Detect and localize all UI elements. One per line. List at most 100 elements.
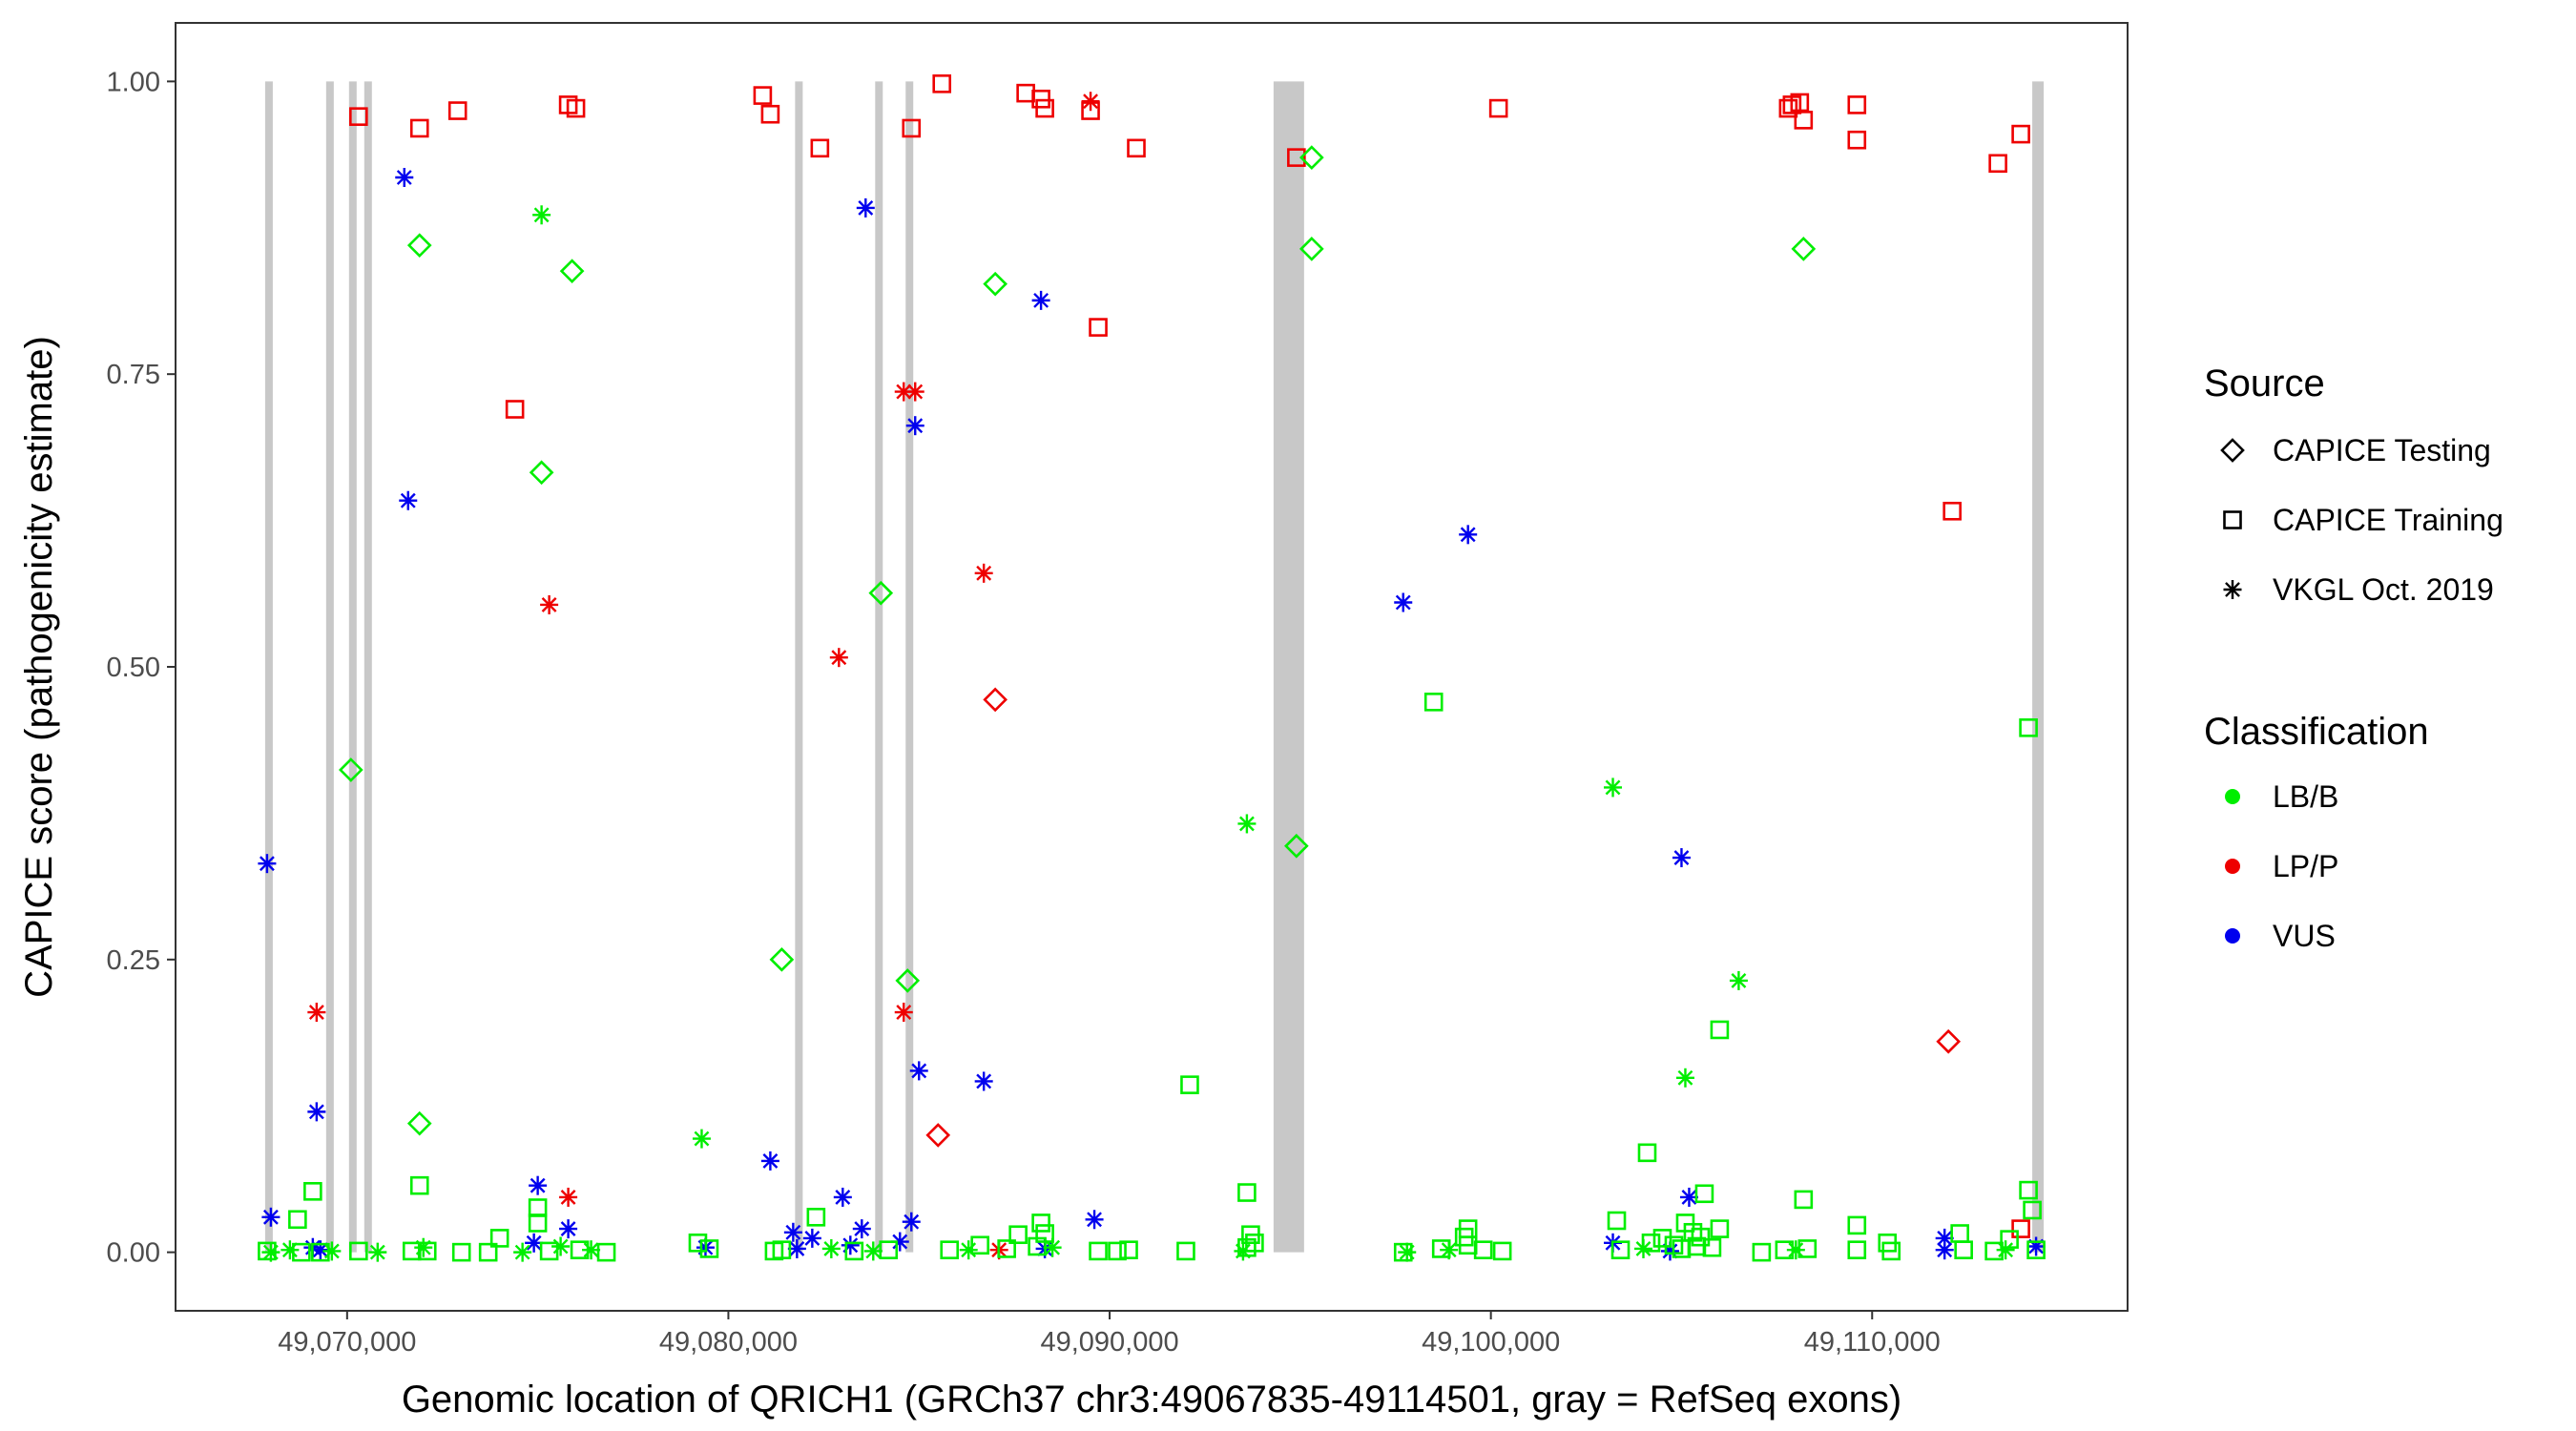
data-point xyxy=(829,648,848,668)
data-point xyxy=(894,1003,913,1023)
legend-key-dot xyxy=(2225,859,2240,874)
data-point xyxy=(338,757,364,782)
data-point xyxy=(409,1175,429,1195)
data-point xyxy=(692,1129,711,1149)
data-point xyxy=(1245,1234,1264,1253)
data-point xyxy=(1691,1227,1711,1247)
exon-band xyxy=(875,81,883,1253)
data-point xyxy=(1035,98,1054,118)
data-point xyxy=(1394,592,1413,612)
data-point xyxy=(844,1241,864,1261)
data-point xyxy=(532,205,551,225)
data-point xyxy=(1237,1183,1257,1202)
data-point xyxy=(1710,1020,1730,1040)
data-point xyxy=(1287,148,1306,167)
data-point xyxy=(1672,848,1691,868)
data-point xyxy=(2011,124,2030,144)
data-point xyxy=(1797,1239,1818,1258)
data-point xyxy=(1881,1241,1901,1261)
data-point xyxy=(769,946,795,972)
x-tick-label: 49,110,000 xyxy=(1804,1327,1941,1358)
data-point xyxy=(905,416,924,436)
legend-key-square xyxy=(2223,510,2242,529)
y-tick-label: 0.75 xyxy=(107,360,160,390)
data-point xyxy=(1473,1240,1493,1259)
data-point xyxy=(540,594,559,614)
data-point xyxy=(505,400,525,419)
legend-label: CAPICE Testing xyxy=(2273,433,2491,467)
data-point xyxy=(513,1242,532,1262)
exon-band xyxy=(1273,81,1304,1253)
data-point xyxy=(802,1228,821,1248)
data-point xyxy=(1935,1240,1954,1260)
data-point xyxy=(2000,1230,2019,1249)
x-tick-label: 49,080,000 xyxy=(659,1327,798,1358)
data-point xyxy=(1610,1240,1631,1259)
y-tick-label: 0.00 xyxy=(107,1238,160,1269)
data-point xyxy=(311,1242,330,1262)
data-point xyxy=(258,1241,277,1261)
data-point xyxy=(997,1239,1016,1258)
exon-band xyxy=(364,81,372,1253)
data-point xyxy=(1085,1210,1104,1230)
legend-label: VKGL Oct. 2019 xyxy=(2273,572,2494,607)
data-point xyxy=(1984,1241,2004,1261)
data-point xyxy=(1791,237,1817,261)
data-point xyxy=(566,98,586,118)
data-point xyxy=(1604,778,1623,798)
data-point xyxy=(1089,1241,1108,1261)
data-point xyxy=(1031,290,1050,310)
data-point xyxy=(349,107,368,126)
data-point xyxy=(551,1236,571,1256)
data-point xyxy=(1954,1240,1973,1259)
data-point xyxy=(699,1239,719,1258)
exon-bands xyxy=(264,81,2045,1253)
data-point xyxy=(1988,154,2007,174)
data-point xyxy=(983,687,1008,713)
data-point xyxy=(395,168,414,187)
data-point xyxy=(1176,1241,1195,1261)
data-point xyxy=(559,259,585,284)
data-point xyxy=(1775,1240,1795,1259)
data-point xyxy=(409,118,429,138)
data-point xyxy=(806,1208,826,1227)
data-point xyxy=(810,138,830,158)
data-point xyxy=(478,1242,498,1262)
data-point xyxy=(1423,693,1444,712)
y-tick-label: 0.25 xyxy=(107,945,160,976)
data-point xyxy=(1702,1237,1722,1257)
data-point xyxy=(2023,1200,2042,1220)
data-point xyxy=(559,1187,578,1207)
exon-band xyxy=(905,81,914,1253)
data-point xyxy=(303,1182,322,1201)
data-point xyxy=(932,74,952,93)
data-point xyxy=(2026,1240,2046,1259)
data-point xyxy=(905,382,924,402)
data-point xyxy=(856,197,875,218)
data-point xyxy=(288,1210,307,1230)
data-point xyxy=(1459,525,1478,545)
data-point xyxy=(833,1187,852,1207)
data-point xyxy=(261,1207,280,1227)
x-axis: 49,070,000 49,080,000 49,090,000 49,100,000… xyxy=(278,1311,1941,1358)
data-point xyxy=(1847,130,1867,150)
legend-label: CAPICE Training xyxy=(2273,503,2503,537)
data-point xyxy=(1028,1236,1047,1256)
data-point xyxy=(852,1219,871,1239)
data-point xyxy=(974,1071,993,1091)
data-point xyxy=(1089,318,1108,337)
exon-band xyxy=(325,81,334,1253)
y-tick-label: 0.50 xyxy=(107,653,160,683)
x-tick-label: 49,100,000 xyxy=(1422,1327,1560,1358)
data-point xyxy=(1108,1241,1127,1261)
data-point xyxy=(940,1240,960,1259)
data-point xyxy=(2026,1236,2046,1256)
data-point xyxy=(1398,1242,1417,1262)
data-point xyxy=(1752,1242,1772,1262)
data-point xyxy=(1298,237,1324,261)
data-point xyxy=(1607,1211,1627,1231)
data-point xyxy=(1492,1241,1512,1261)
data-point xyxy=(760,104,780,124)
data-point xyxy=(1847,1215,1867,1235)
data-point xyxy=(447,101,467,120)
